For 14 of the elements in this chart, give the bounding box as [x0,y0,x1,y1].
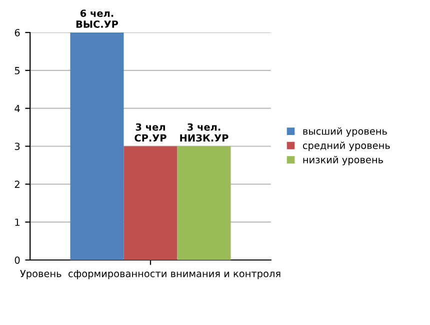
data-label: 6 чел. ВЫС.УР [76,10,118,28]
legend-label: средний уровень [302,142,390,151]
data-label: 3 чел СР.УР [134,123,166,142]
y-tick-label: 6 [14,28,20,36]
y-tick-label: 3 [14,142,20,150]
x-tick-label: Уровень сформированности внимания и контроля [20,270,280,280]
legend-label: низкий уровень [303,156,383,166]
legend-label: высший уровень [303,127,387,137]
y-tick-label: 5 [14,67,20,74]
y-tick-label: 4 [14,104,20,112]
y-tick-label: 0 [14,256,20,264]
y-tick-label: 2 [14,180,20,188]
data-label: 3 чел. НИЗК.УР [180,123,228,142]
y-tick-label: 1 [15,218,20,226]
